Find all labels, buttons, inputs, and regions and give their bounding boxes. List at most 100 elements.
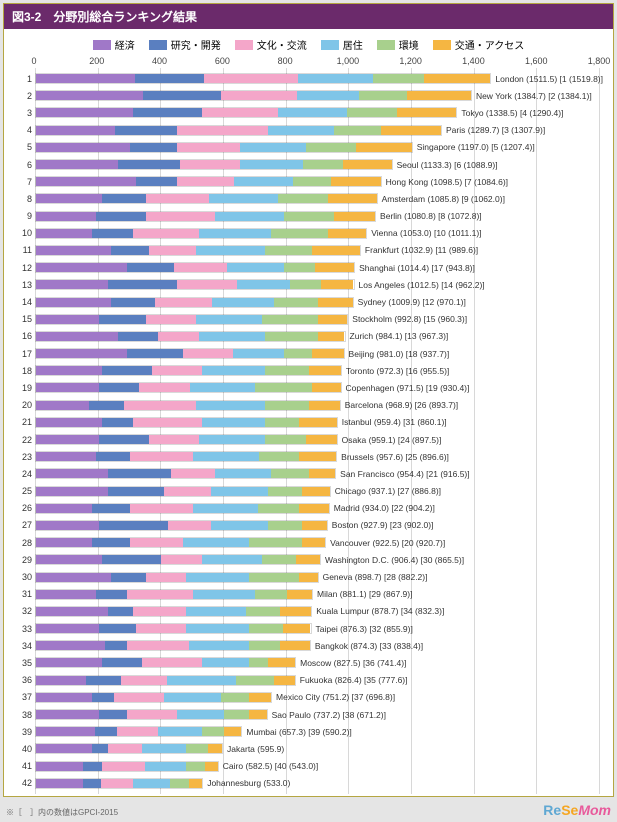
bar-segment (102, 194, 146, 203)
stacked-bar (35, 503, 330, 514)
bar-segment (36, 74, 135, 83)
bar-row: 36Fukuoka (826.4) [35 (777.6)] (14, 672, 603, 689)
bar-segment (127, 263, 174, 272)
bar-segment (296, 555, 320, 564)
bar-segment (36, 538, 92, 547)
bar-wrap: Sydney (1009.9) [12 (970.1)] (35, 296, 603, 308)
bar-segment (133, 418, 202, 427)
rank-number: 27 (14, 520, 35, 530)
bar-wrap: Boston (927.9) [23 (902.0)] (35, 519, 603, 531)
bar-segment (102, 418, 133, 427)
legend-label: 文化・交流 (257, 37, 307, 52)
bar-segment (265, 435, 306, 444)
bar-segment (240, 160, 303, 169)
bar-row: 33Taipei (876.3) [32 (855.9)] (14, 620, 603, 637)
legend-swatch (93, 40, 111, 50)
bar-segment (167, 676, 236, 685)
bar-segment (249, 693, 271, 702)
bar-wrap: Zurich (984.1) [13 (967.3)] (35, 330, 603, 342)
bar-label: Shanghai (1014.4) [17 (943.8)] (359, 263, 475, 273)
rank-number: 41 (14, 761, 35, 771)
rank-number: 20 (14, 400, 35, 410)
bar-segment (262, 555, 296, 564)
bar-segment (278, 194, 328, 203)
bar-row: 7Hong Kong (1098.5) [7 (1084.6)] (14, 173, 603, 190)
rank-number: 38 (14, 710, 35, 720)
bar-row: 15Stockholm (992.8) [15 (960.3)] (14, 311, 603, 328)
rank-number: 13 (14, 280, 35, 290)
bar-row: 29Washington D.C. (906.4) [30 (865.5)] (14, 551, 603, 568)
bar-segment (249, 624, 283, 633)
bar-wrap: Kuala Lumpur (878.7) [34 (832.3)] (35, 605, 603, 617)
bar-segment (224, 710, 249, 719)
bar-label: Copenhagen (971.5) [19 (930.4)] (346, 383, 470, 393)
legend-item: 経済 (93, 37, 135, 52)
bar-wrap: Stockholm (992.8) [15 (960.3)] (35, 313, 603, 325)
bar-row: 34Bangkok (874.3) [33 (838.4)] (14, 637, 603, 654)
bar-segment (265, 366, 309, 375)
bar-label: Barcelona (968.9) [26 (893.7)] (345, 400, 458, 410)
bar-segment (334, 126, 381, 135)
rank-number: 14 (14, 297, 35, 307)
bar-segment (312, 349, 344, 358)
rank-number: 18 (14, 366, 35, 376)
stacked-bar (35, 314, 348, 325)
bar-segment (189, 779, 202, 788)
bar-segment (278, 108, 347, 117)
bar-segment (130, 504, 193, 513)
bar-segment (299, 452, 336, 461)
bar-segment (96, 590, 127, 599)
bar-segment (146, 194, 209, 203)
bar-row: 27Boston (927.9) [23 (902.0)] (14, 517, 603, 534)
stacked-bar (35, 743, 223, 754)
bar-segment (356, 143, 412, 152)
bar-segment (36, 762, 83, 771)
bar-segment (95, 727, 117, 736)
bar-row: 20 Barcelona (968.9) [26 (893.7)] (14, 397, 603, 414)
bar-segment (36, 624, 99, 633)
legend-label: 研究・開発 (171, 37, 221, 52)
rank-number: 35 (14, 658, 35, 668)
footer: ※［ ］内の数値はGPCI-2015 ReSeMom (0, 800, 617, 822)
bar-segment (259, 452, 300, 461)
bar-segment (36, 727, 95, 736)
bar-label: Paris (1289.7) [3 (1307.9)] (446, 125, 545, 135)
rank-number: 19 (14, 383, 35, 393)
bar-row: 13Los Angeles (1012.5) [14 (962.2)] (14, 276, 603, 293)
bar-row: 26Madrid (934.0) [22 (904.2)] (14, 500, 603, 517)
rank-number: 10 (14, 228, 35, 238)
legend-swatch (377, 40, 395, 50)
bar-wrap: Moscow (827.5) [36 (741.4)] (35, 657, 603, 669)
legend-swatch (433, 40, 451, 50)
bar-segment (36, 641, 105, 650)
bar-row: 21Istanbul (959.4) [31 (860.1)] (14, 414, 603, 431)
bar-wrap: Berlin (1080.8) [8 (1072.8)] (35, 210, 603, 222)
bar-segment (36, 298, 111, 307)
bar-segment (196, 401, 265, 410)
bar-row: 28Vancouver (922.5) [20 (920.7)] (14, 534, 603, 551)
bar-segment (215, 469, 271, 478)
bar-segment (36, 710, 99, 719)
bar-segment (99, 315, 146, 324)
rank-number: 21 (14, 417, 35, 427)
bar-label: Seoul (1133.3) [6 (1088.9)] (397, 160, 498, 170)
bar-segment (146, 573, 187, 582)
axis-tick: 600 (215, 56, 230, 66)
bar-row: 42Johannesburg (533.0) (14, 775, 603, 792)
bar-label: Stockholm (992.8) [15 (960.3)] (352, 314, 467, 324)
bar-segment (189, 641, 249, 650)
bar-row: 2New York (1384.7) [2 (1384.1)] (14, 87, 603, 104)
bar-wrap: Jakarta (595.9) (35, 743, 603, 755)
bar-label: Cairo (582.5) [40 (543.0)] (223, 761, 318, 771)
bar-segment (139, 383, 189, 392)
bar-row: 18Toronto (972.3) [16 (955.5)] (14, 362, 603, 379)
bar-segment (298, 74, 373, 83)
bar-segment (99, 710, 127, 719)
axis-tick: 1,200 (399, 56, 422, 66)
bar-wrap: Paris (1289.7) [3 (1307.9)] (35, 124, 603, 136)
bar-segment (115, 126, 178, 135)
bar-segment (262, 315, 318, 324)
legend-label: 居住 (343, 37, 363, 52)
bar-row: 31Milan (881.1) [29 (867.9)] (14, 586, 603, 603)
bar-segment (306, 435, 337, 444)
